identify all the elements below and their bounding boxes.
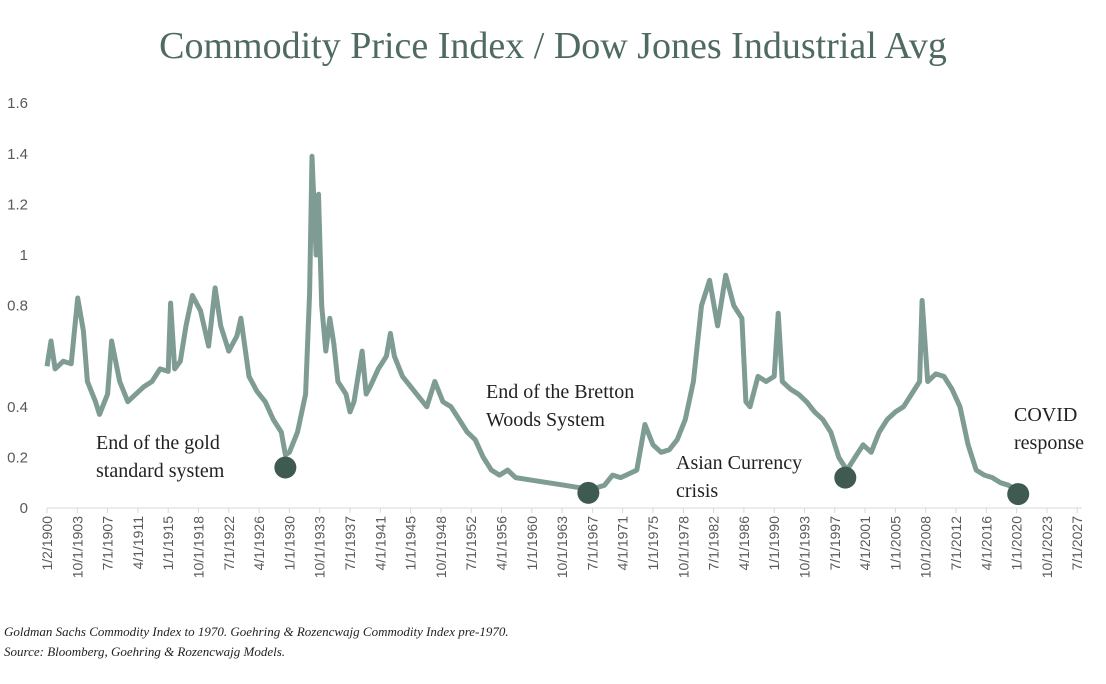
x-tick-label: 10/1/1963	[554, 516, 570, 578]
y-tick-label: 0.2	[7, 449, 28, 466]
x-tick-label: 4/1/1971	[615, 516, 631, 571]
y-tick-label: 0.8	[7, 298, 28, 315]
x-tick-label: 10/1/1918	[191, 516, 207, 578]
y-tick-label: 1.2	[7, 196, 28, 213]
x-tick-label: 7/1/2027	[1069, 516, 1085, 571]
x-tick-label: 1/1/1915	[160, 516, 176, 571]
x-tick-label: 7/1/1997	[827, 516, 843, 571]
annotation-label: crisis	[676, 480, 718, 502]
annotation-label: COVID	[1014, 404, 1077, 426]
chart-title: Commodity Price Index / Dow Jones Indust…	[159, 25, 947, 67]
x-tick-label: 7/1/1967	[584, 516, 600, 571]
x-tick-label: 4/1/2016	[978, 516, 994, 571]
x-tick-label: 7/1/1937	[342, 516, 358, 571]
x-tick-label: 4/1/1911	[130, 516, 146, 570]
event-marker	[577, 481, 600, 504]
x-tick-label: 1/1/2020	[1009, 516, 1025, 571]
event-marker	[834, 466, 857, 489]
x-tick-label: 1/1/1990	[766, 516, 782, 571]
x-tick-label: 4/1/1926	[251, 516, 267, 571]
x-tick-label: 1/2/1900	[39, 516, 55, 571]
x-tick-label: 10/1/2023	[1039, 516, 1055, 578]
x-tick-label: 4/1/1941	[372, 516, 388, 571]
annotation-label: End of the gold	[96, 432, 220, 454]
x-tick-label: 7/1/1922	[221, 516, 237, 571]
x-tick-label: 1/1/1930	[281, 516, 297, 571]
x-tick-label: 4/1/1986	[736, 516, 752, 571]
x-tick-label: 1/1/2005	[887, 516, 903, 571]
x-tick-label: 1/1/1945	[403, 516, 419, 571]
x-tick-label: 4/1/2001	[857, 516, 873, 571]
footnote-line-1: Goldman Sachs Commodity Index to 1970. G…	[4, 624, 509, 639]
x-tick-label: 10/1/1903	[69, 516, 85, 578]
x-tick-label: 10/1/1948	[433, 516, 449, 578]
annotation-label: End of the Bretton	[486, 381, 634, 403]
footnote-line-2: Source: Bloomberg, Goehring & Rozencwajg…	[4, 644, 286, 659]
x-tick-label: 7/1/2012	[948, 516, 964, 571]
x-tick-label: 10/1/1993	[797, 516, 813, 578]
annotation-label: Woods System	[486, 409, 605, 431]
x-tick-label: 1/1/1975	[645, 516, 661, 571]
y-tick-label: 1	[20, 247, 28, 264]
annotation-label: Asian Currency	[676, 452, 802, 474]
y-tick-label: 1.6	[7, 95, 28, 112]
annotation-label: standard system	[96, 460, 225, 482]
x-tick-label: 7/1/1982	[706, 516, 722, 571]
y-tick-label: 0.4	[7, 399, 28, 416]
x-tick-label: 10/1/1978	[675, 516, 691, 578]
event-marker	[1007, 483, 1030, 506]
x-tick-label: 7/1/1907	[100, 516, 116, 571]
x-tick-label: 10/1/1933	[312, 516, 328, 578]
event-marker	[274, 456, 297, 479]
y-tick-label: 0	[20, 500, 28, 517]
y-tick-label: 1.4	[7, 146, 28, 163]
x-tick-label: 7/1/1952	[463, 516, 479, 571]
x-tick-label: 1/1/1960	[524, 516, 540, 571]
x-tick-label: 10/1/2008	[918, 516, 934, 578]
x-tick-label: 4/1/1956	[494, 516, 510, 571]
annotation-label: response	[1014, 432, 1084, 454]
